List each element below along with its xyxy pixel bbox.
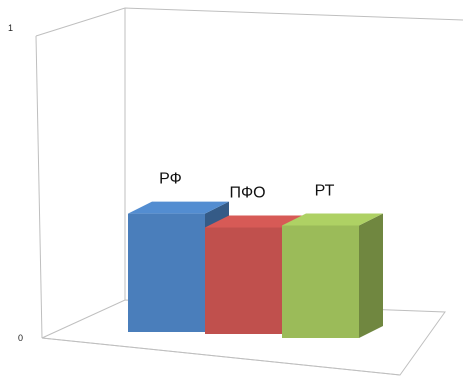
bar-labels-group: РФ ПФО РТ [159,171,334,202]
category-label: РФ [159,171,182,188]
bar-side-face [359,213,383,338]
bars-group [128,201,383,338]
bar-3 [282,213,383,338]
bar-front-face [205,227,282,334]
bar-front-face [282,225,359,338]
y-tick-label-top: 1 [8,23,13,33]
y-tick-label-bottom: 0 [18,333,23,343]
bar-front-face [128,213,205,332]
y-axis-line [35,35,43,339]
floor-front-edge [41,337,401,376]
bar-top-face [282,213,383,226]
category-label: ПФО [229,184,265,201]
bar-top-face [205,215,306,228]
back-wall-outline [35,7,463,37]
bar-top-face [128,201,229,214]
category-label: РТ [315,183,335,200]
